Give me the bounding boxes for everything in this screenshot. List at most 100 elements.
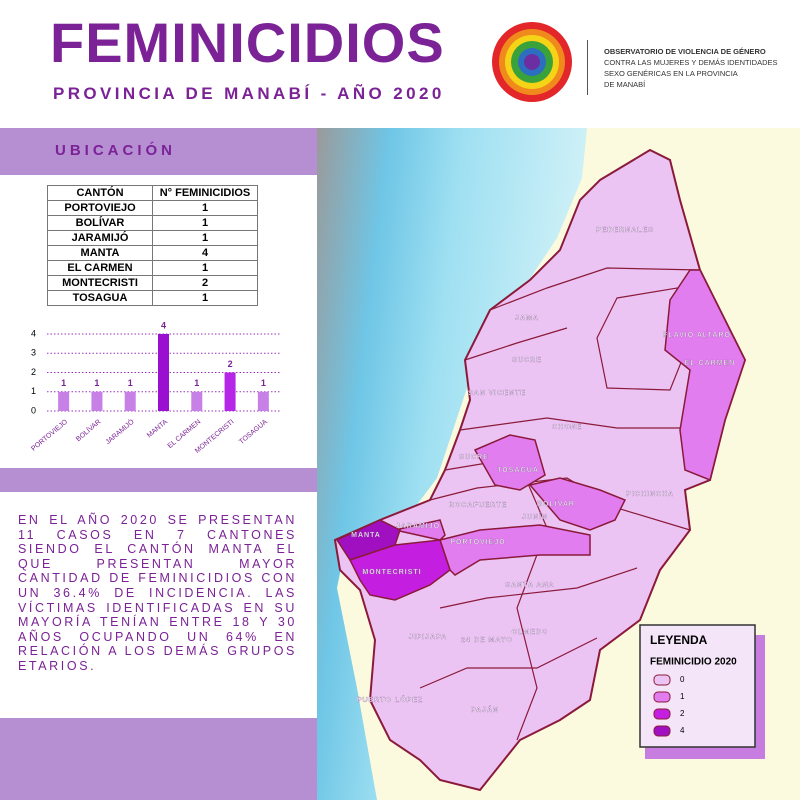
map: PEDERNALES JAMA FLAVIO ALTARO EL CARMEN SUCR… (317, 128, 800, 800)
chart: 0 1 2 3 4 1 PORTOVIEJO 1 BOLÍVAR 1 JARAMIJÓ 4 MANTA 1… (30, 320, 280, 455)
table-row: MANTA 4 (47, 245, 258, 261)
table-cell: JARAMIJÓ (47, 230, 153, 246)
table-cell: TOSAGUA (47, 290, 153, 306)
table-cell: 1 (152, 260, 258, 276)
x-tick-label: PORTOVIEJO (30, 418, 69, 453)
table-cell: EL CARMEN (47, 260, 153, 276)
org-line: CONTRA LAS MUJERES Y DEMÁS IDENTIDADES (604, 58, 778, 67)
data-label: 1 (194, 378, 199, 388)
region-manta (335, 519, 401, 561)
data-label: 1 (61, 378, 66, 388)
legend-label: 1 (680, 692, 685, 701)
region-tosagua (473, 434, 546, 491)
sea (317, 128, 587, 800)
y-tick-label: 1 (31, 386, 36, 396)
table-row: BOLÍVAR 1 (47, 215, 258, 231)
map-label: JUNÍN (522, 512, 548, 521)
map-label: PUERTO LÓPEZ (357, 695, 423, 704)
borders (419, 267, 701, 741)
logo (492, 22, 572, 102)
table-row: MONTECRISTI 2 (47, 275, 258, 291)
legend-items: 0 1 2 4 (653, 674, 685, 737)
table-row: JARAMIJÓ 1 (47, 230, 258, 246)
map-labels: PEDERNALES JAMA FLAVIO ALTARO EL CARMEN SUCR… (351, 227, 734, 714)
y-tick-label: 2 (31, 367, 36, 377)
bar (224, 372, 236, 411)
bar (91, 391, 103, 411)
data-label: 2 (228, 359, 233, 369)
legend-swatch (653, 674, 671, 686)
legend-subtitle: FEMINICIDIO 2020 (650, 657, 737, 668)
region-portoviejo (439, 524, 591, 576)
table-row: TOSAGUA 1 (47, 290, 258, 306)
map-label: PEDERNALES (596, 227, 654, 234)
map-label: ROCAFUERTE (449, 502, 508, 509)
legend-label: 2 (680, 709, 685, 718)
x-tick-label: TOSAGUA (238, 418, 269, 445)
legend-label: 0 (680, 675, 685, 684)
table-cell: 1 (152, 215, 258, 231)
map-label: 24 DE MAYO (461, 637, 513, 644)
map-label: JAMA (515, 315, 539, 322)
table-cell: 2 (152, 275, 258, 291)
map-label: PICHINCHA (626, 491, 674, 498)
legend-swatch (653, 725, 671, 737)
region-montecristi (348, 539, 451, 601)
data-label: 4 (161, 320, 166, 330)
data-label: 1 (261, 378, 266, 388)
org-line: DE MANABÍ (604, 80, 646, 89)
region-jaramijo (394, 519, 446, 541)
band (0, 128, 317, 175)
divider (587, 40, 588, 95)
bar (257, 391, 269, 411)
table-cell: 4 (152, 245, 258, 261)
band (0, 718, 317, 800)
region-el-carmen (664, 269, 746, 482)
table-header-cell: CANTÓN (47, 185, 153, 201)
legend-swatch (653, 691, 671, 703)
region-bolivar (528, 477, 627, 531)
table-cell: 1 (152, 290, 258, 306)
map-label: CHONE (552, 424, 582, 431)
org-name: OBSERVATORIO DE VIOLENCIA DE GÉNERO CONT… (604, 46, 778, 90)
table-cell: PORTOVIEJO (47, 200, 153, 216)
x-tick-label: EL CARMEN (167, 419, 203, 450)
x-tick-label: JARAMIJÓ (103, 417, 136, 447)
y-tick-label: 3 (31, 348, 36, 358)
band (0, 468, 317, 492)
org-line: OBSERVATORIO DE VIOLENCIA DE GÉNERO (604, 47, 766, 56)
y-tick-label: 0 (31, 405, 36, 415)
map-label: PAJÁN (471, 705, 499, 714)
y-tick-label: 4 (31, 328, 36, 338)
legend-swatch (653, 708, 671, 720)
data-label: 1 (94, 378, 99, 388)
map-label: PORTOVIEJO (450, 539, 505, 546)
section-title: UBICACIÓN (55, 142, 176, 159)
title: FEMINICIDIOS (50, 11, 445, 74)
table-cell: MONTECRISTI (47, 275, 153, 291)
table-cell: 1 (152, 230, 258, 246)
map-label: BOLÍVAR (537, 499, 575, 508)
bar (158, 334, 169, 411)
map-label: TOSAGUA (497, 467, 539, 474)
table-header-cell: N° FEMINICIDIOS (152, 185, 258, 201)
map-label: MONTECRISTI (362, 569, 421, 576)
x-tick-label: BOLÍVAR (74, 417, 103, 443)
x-tick-label: MANTA (146, 418, 169, 439)
map-label: MANTA (351, 532, 381, 539)
table-cell: 1 (152, 200, 258, 216)
map-label: SANTA ANA (505, 582, 554, 589)
table-cell: BOLÍVAR (47, 215, 153, 231)
bar (124, 391, 136, 411)
table-header-row: CANTÓN N° FEMINICIDIOS (47, 185, 258, 201)
map-label: JARAMIJÓ (396, 521, 440, 530)
map-label: SUCRE (512, 357, 542, 364)
org-line: SEXO GENÉRICAS EN LA PROVINCIA (604, 69, 738, 78)
data-label: 1 (128, 378, 133, 388)
table-cell: MANTA (47, 245, 153, 261)
bar (58, 391, 70, 411)
subtitle: PROVINCIA DE MANABÍ - AÑO 2020 (53, 84, 445, 103)
paragraph: EN EL AÑO 2020 SE PRESENTAN 11 CASOS EN … (18, 513, 297, 673)
map-label: FLAVIO ALTARO (663, 332, 731, 339)
